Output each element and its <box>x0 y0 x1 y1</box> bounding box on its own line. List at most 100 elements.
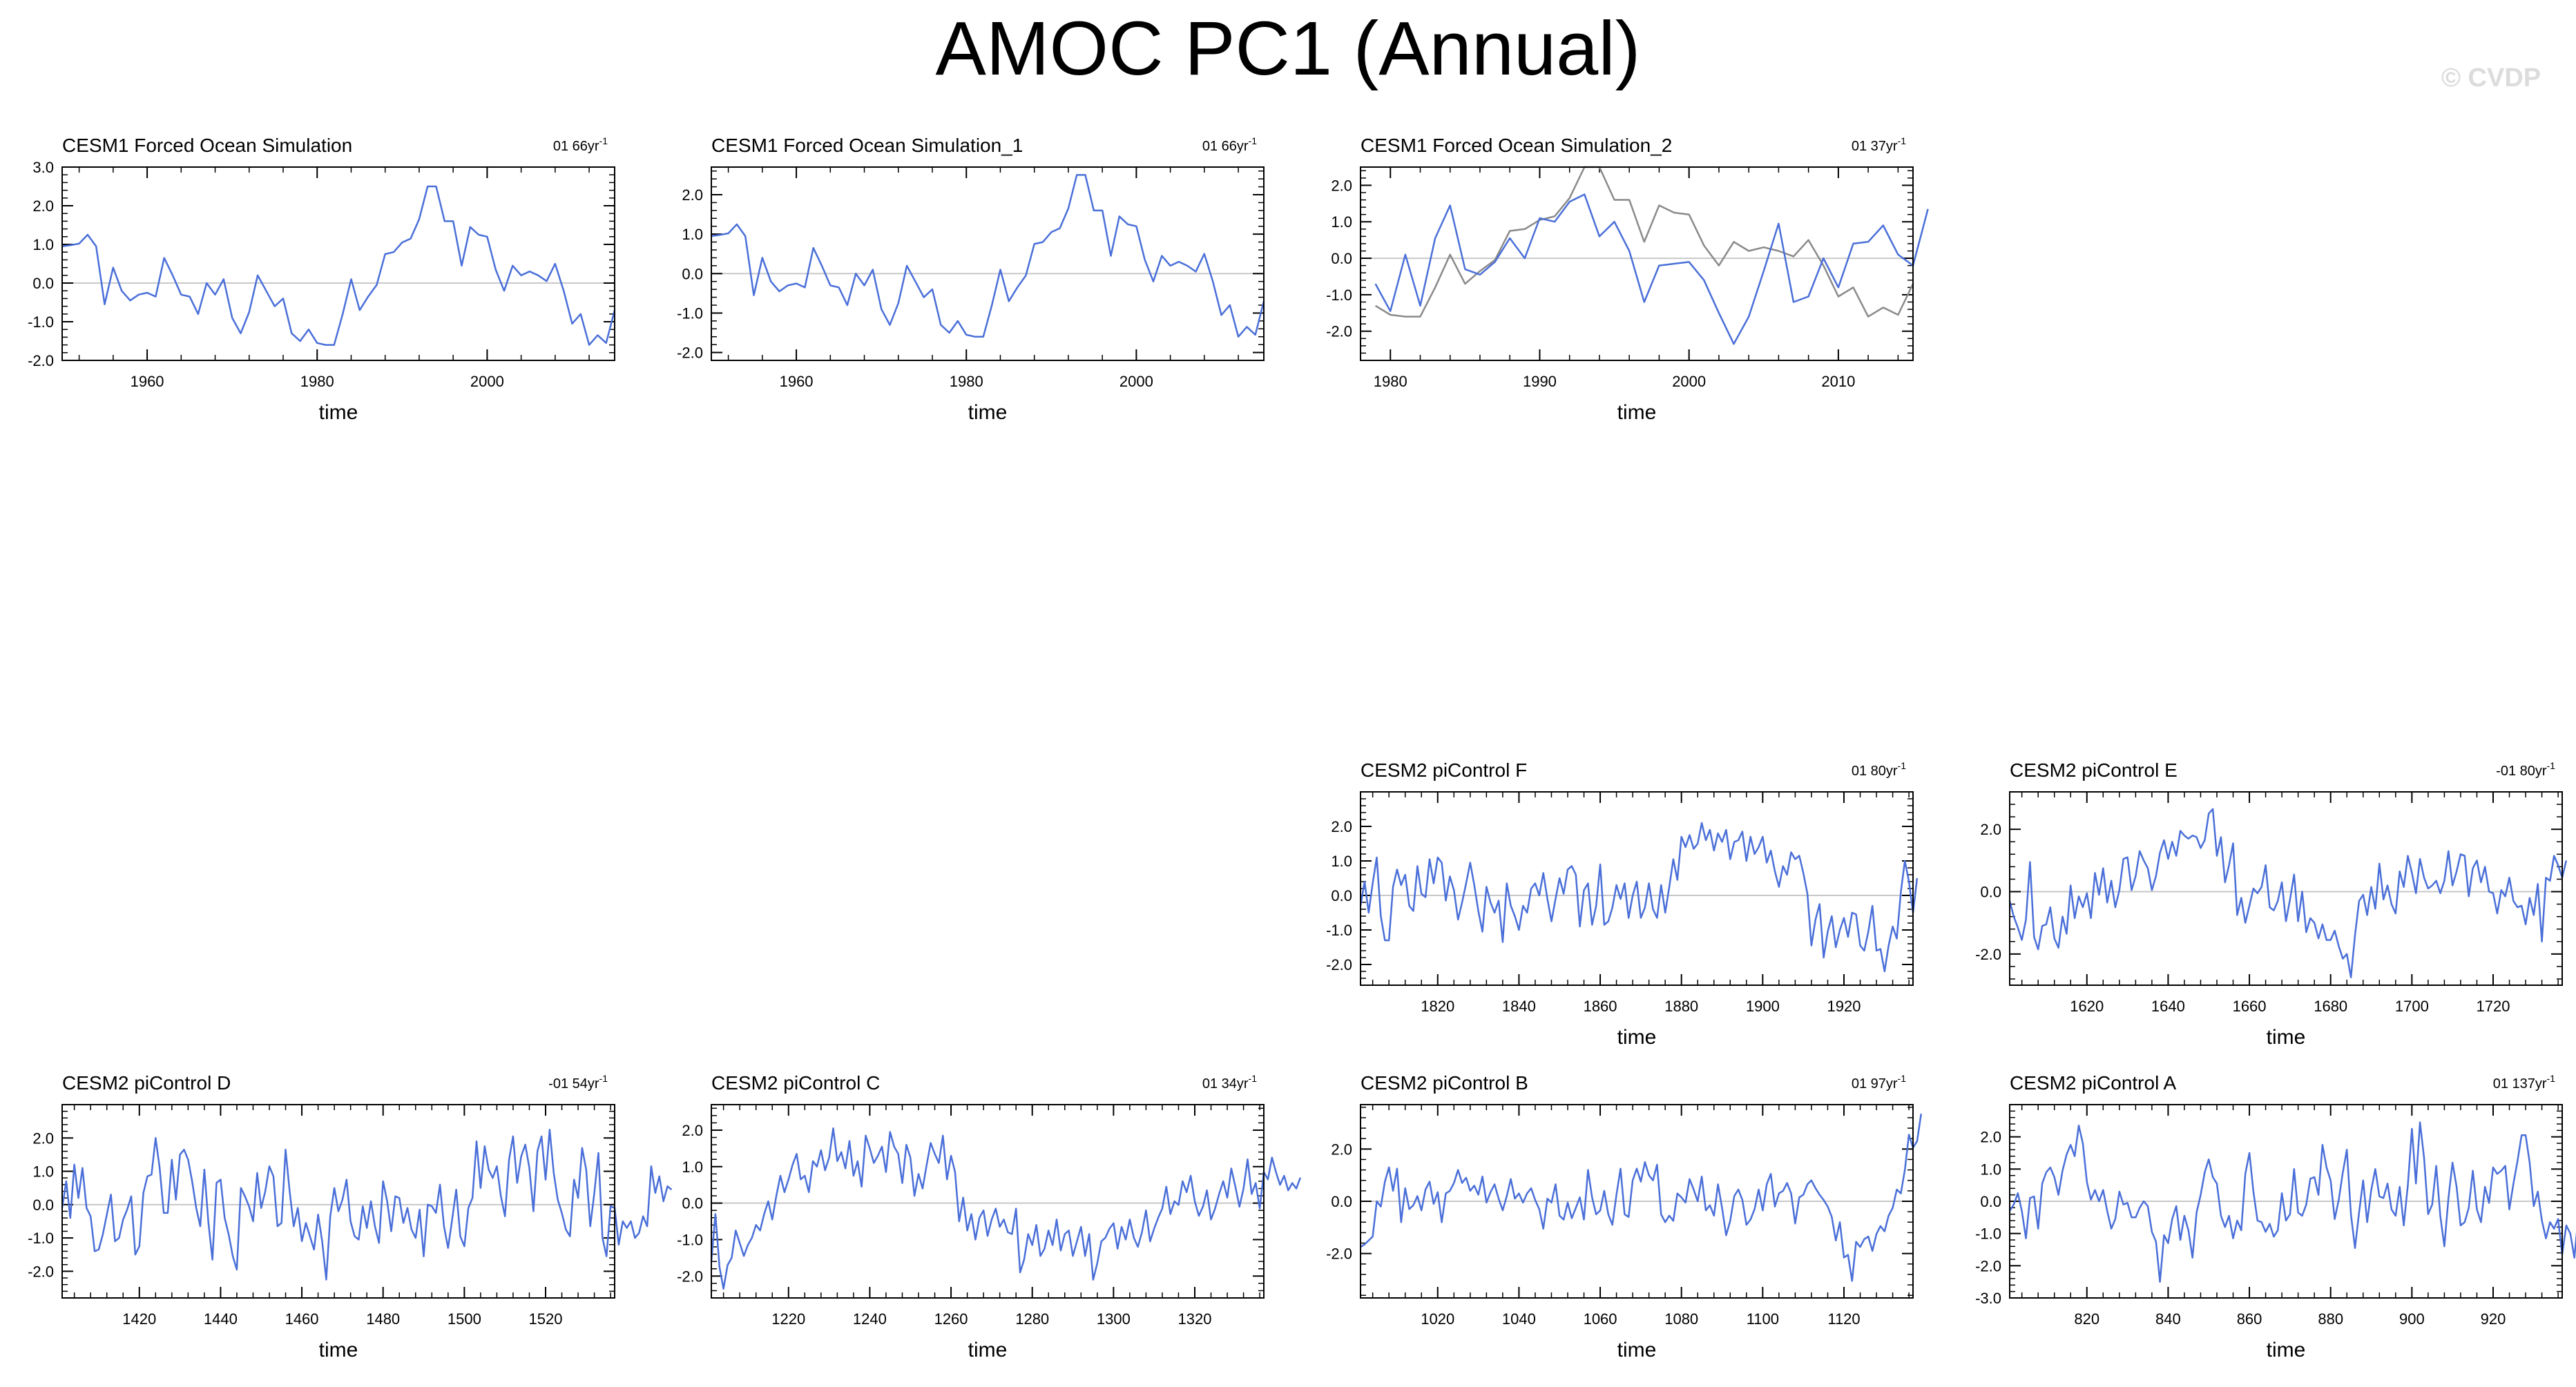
x-tick-label: 820 <box>2074 1310 2099 1328</box>
y-tick-label: -2.0 <box>677 345 703 362</box>
panel-title: CESM2 piControl B <box>1361 1072 1528 1094</box>
panel-cesm1-forced-ocean-simulation-1: CESM1 Forced Ocean Simulation_1 01 66yr-1… <box>677 135 1265 424</box>
x-tick-label: 860 <box>2237 1310 2262 1328</box>
panel-title: CESM2 piControl D <box>62 1072 231 1094</box>
y-tick-label: -1.0 <box>1326 922 1352 939</box>
y-tick-label: 2.0 <box>1980 821 2001 838</box>
x-tick-label: 1990 <box>1523 373 1557 390</box>
x-axis-label: time <box>2267 1339 2306 1361</box>
y-tick-label: 0.0 <box>32 275 54 292</box>
y-tick-label: 0.0 <box>682 1195 703 1212</box>
y-tick-label: -3.0 <box>1975 1290 2001 1307</box>
x-tick-label: 1840 <box>1502 998 1536 1015</box>
series-line-cesm2-picontrol-d <box>61 1128 673 1281</box>
x-tick-label: 2000 <box>470 373 504 390</box>
panel-title: CESM2 piControl C <box>711 1072 880 1094</box>
x-tick-label: 1980 <box>300 373 334 390</box>
x-axis-label: time <box>1617 1339 1657 1361</box>
plot-frame <box>1360 791 1914 986</box>
panel-stat: 01 34yr-1 <box>1202 1073 1257 1092</box>
panel-stat: 01 80yr-1 <box>1852 760 1906 779</box>
series-line-cesm1-forced-ocean-simulation-2 <box>1374 193 1929 345</box>
plot-frame <box>61 166 615 361</box>
x-tick-label: 1040 <box>1502 1310 1536 1328</box>
x-tick-label: 1860 <box>1584 998 1617 1015</box>
x-tick-label: 1980 <box>950 373 983 390</box>
panel-cesm2-picontrol-b: CESM2 piControl B 01 97yr-1 -2.0 0.0 2.0 1020… <box>1326 1072 1923 1361</box>
panel-cesm1-forced-ocean-simulation: CESM1 Forced Ocean Simulation 01 66yr-1 -2… <box>28 135 616 424</box>
y-tick-label: -1.0 <box>677 1231 703 1248</box>
x-tick-label: 1120 <box>1827 1310 1860 1328</box>
x-tick-label: 2010 <box>1821 373 1855 390</box>
y-tick-label: -1.0 <box>1326 287 1352 304</box>
x-tick-label: 1500 <box>448 1310 481 1328</box>
y-tick-label: 1.0 <box>682 1158 703 1176</box>
x-tick-label: 1100 <box>1747 1310 1779 1328</box>
x-axis-label: time <box>968 401 1008 424</box>
y-tick-label: 2.0 <box>1980 1129 2001 1146</box>
panel-cesm1-forced-ocean-simulation-2: CESM1 Forced Ocean Simulation_2 01 37yr-1… <box>1326 135 1929 424</box>
x-tick-label: 1820 <box>1421 998 1454 1015</box>
y-tick-label: 2.0 <box>1331 1141 1352 1158</box>
series-line-cesm1-forced-ocean-simulation <box>1374 166 1914 318</box>
x-tick-label: 1020 <box>1421 1310 1454 1328</box>
x-axis-label: time <box>2267 1026 2306 1049</box>
series-line-cesm1-forced-ocean-simulation-1 <box>711 174 1265 338</box>
panel-cesm2-picontrol-f: CESM2 piControl F 01 80yr-1 -2.0 -1.0 0.0 1.0… <box>1326 759 1919 1049</box>
x-tick-label: 880 <box>2318 1310 2343 1328</box>
y-tick-label: -2.0 <box>1975 1257 2001 1274</box>
x-tick-label: 1960 <box>780 373 814 390</box>
y-tick-label: 1.0 <box>32 236 54 253</box>
y-tick-label: -2.0 <box>28 352 54 369</box>
x-tick-label: 1420 <box>122 1310 156 1328</box>
x-tick-label: 1880 <box>1664 998 1698 1015</box>
y-tick-label: 2.0 <box>682 1122 703 1139</box>
y-tick-label: 1.0 <box>1331 213 1352 231</box>
x-axis-label: time <box>1617 1026 1657 1049</box>
x-axis-label: time <box>319 1339 358 1361</box>
y-tick-label: -2.0 <box>1975 946 2001 963</box>
y-tick-label: 2.0 <box>682 186 703 204</box>
y-tick-label: 1.0 <box>1980 1161 2001 1178</box>
x-tick-label: 900 <box>2399 1310 2425 1328</box>
page-title: AMOC PC1 (Annual) <box>935 6 1641 91</box>
panel-cesm2-picontrol-e: CESM2 piControl E -01 80yr-1 -2.0 0.0 2.0 162… <box>1975 759 2568 1049</box>
plot-frame <box>2009 791 2563 986</box>
panel-cesm2-picontrol-d: CESM2 piControl D -01 54yr-1 -2.0 -1.0 0.0 1.… <box>28 1072 673 1361</box>
y-tick-label: -2.0 <box>1326 323 1352 340</box>
x-tick-label: 1240 <box>853 1310 887 1328</box>
x-axis-label: time <box>1617 401 1657 424</box>
panel-title: CESM1 Forced Ocean Simulation_1 <box>711 135 1023 156</box>
panel-stat: 01 66yr-1 <box>1202 135 1257 154</box>
series-line-cesm2-picontrol-c <box>710 1127 1302 1290</box>
panel-cesm2-picontrol-a: CESM2 piControl A 01 137yr-1 -3.0 -2.0 -1.0 0… <box>1975 1072 2576 1361</box>
plot-frame <box>61 1104 615 1299</box>
y-tick-label: 0.0 <box>682 265 703 282</box>
plot-frame <box>711 166 1265 361</box>
plot-frame <box>1360 1104 1914 1299</box>
x-axis-label: time <box>968 1339 1008 1361</box>
x-tick-label: 1900 <box>1746 998 1780 1015</box>
y-tick-label: -1.0 <box>28 1230 54 1247</box>
x-tick-label: 1700 <box>2395 998 2429 1015</box>
x-tick-label: 1080 <box>1664 1310 1698 1328</box>
y-tick-label: 2.0 <box>32 1129 54 1147</box>
panel-cesm2-picontrol-c: CESM2 piControl C 01 34yr-1 -2.0 -1.0 0.0 1.0… <box>677 1072 1302 1361</box>
x-tick-label: 1280 <box>1015 1310 1049 1328</box>
x-tick-label: 1060 <box>1584 1310 1617 1328</box>
y-tick-label: -1.0 <box>1975 1225 2001 1243</box>
x-tick-label: 2000 <box>1672 373 1706 390</box>
y-tick-label: 2.0 <box>1331 177 1352 194</box>
panel-title: CESM2 piControl F <box>1361 759 1527 781</box>
y-tick-label: 0.0 <box>1331 1193 1352 1210</box>
panel-stat: 01 37yr-1 <box>1852 135 1906 154</box>
y-tick-label: -2.0 <box>677 1268 703 1285</box>
plot-frame <box>2009 1104 2563 1299</box>
y-tick-label: -2.0 <box>1326 1245 1352 1263</box>
x-tick-label: 920 <box>2481 1310 2506 1328</box>
x-tick-label: 1980 <box>1374 373 1407 390</box>
panel-stat: -01 80yr-1 <box>2496 760 2555 779</box>
y-tick-label: 2.0 <box>1331 818 1352 835</box>
x-tick-label: 1640 <box>2151 998 2185 1015</box>
